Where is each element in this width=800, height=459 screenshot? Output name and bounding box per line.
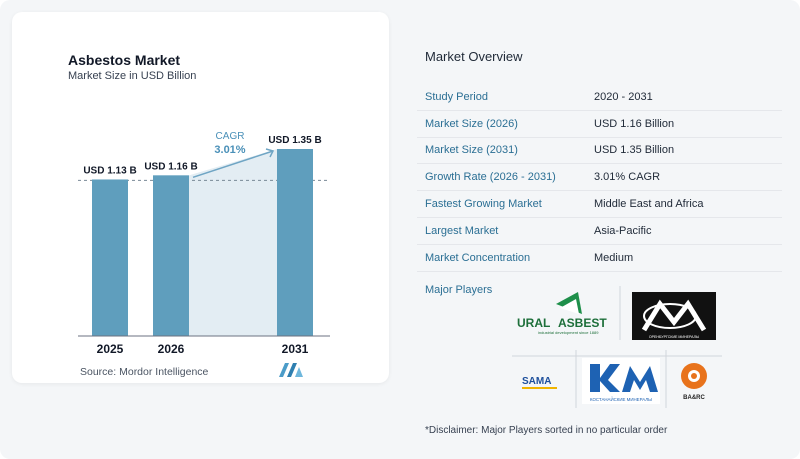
overview-row-value: Medium: [594, 251, 634, 264]
overview-row: Study Period 2020 - 2031: [417, 84, 782, 111]
cagr-label: CAGR: [216, 131, 245, 142]
overview-row-value: 2020 - 2031: [594, 90, 653, 103]
major-players-logos: URAL ASBEST industrial development since…: [512, 286, 722, 408]
market-overview-title: Market Overview: [425, 49, 523, 64]
x-tick-label: 2025: [97, 342, 124, 356]
overview-row-label: Fastest Growing Market: [425, 198, 542, 211]
ural-asbest-logo: URAL ASBEST industrial development since…: [517, 292, 607, 335]
sama-logo: SAMA: [522, 376, 557, 389]
major-players-label: Major Players: [425, 284, 493, 296]
overview-row-value: Middle East and Africa: [594, 198, 704, 211]
market-overview-table: Study Period 2020 - 2031 Market Size (202…: [417, 84, 782, 272]
overview-row: Market Concentration Medium: [417, 245, 782, 272]
overview-row-label: Largest Market: [425, 224, 499, 237]
svg-text:BA&RC: BA&RC: [683, 395, 705, 401]
cagr-value: 3.01%: [214, 144, 245, 156]
mordor-intelligence-logo: [279, 363, 303, 377]
overview-row: Largest Market Asia-Pacific: [417, 218, 782, 245]
cagr-arrow: [192, 148, 275, 179]
growth-band: [189, 149, 277, 336]
bar-2031: [277, 149, 313, 336]
overview-row: Growth Rate (2026 - 2031) 3.01% CAGR: [417, 164, 782, 192]
overview-row-value: 3.01% CAGR: [594, 171, 661, 184]
svg-text:ASBEST: ASBEST: [558, 316, 607, 330]
chart-title: Asbestos Market: [68, 52, 181, 68]
x-tick-label: 2026: [158, 342, 185, 356]
x-tick-label: 2031: [282, 342, 309, 356]
kostanay-minerals-logo: КОСТАНАЙСКИЕ МИНЕРАЛЫ: [582, 358, 660, 404]
overview-row-value: USD 1.16 Billion: [594, 117, 675, 130]
svg-text:industrial development since 1: industrial development since 1889: [538, 330, 599, 335]
svg-text:КОСТАНАЙСКИЕ МИНЕРАЛЫ: КОСТАНАЙСКИЕ МИНЕРАЛЫ: [590, 397, 652, 402]
overview-row-label: Growth Rate (2026 - 2031): [425, 171, 556, 184]
overview-row: Market Size (2031) USD 1.35 Billion: [417, 138, 782, 165]
overview-row-value: USD 1.35 Billion: [594, 144, 675, 157]
overview-row-value: Asia-Pacific: [594, 224, 652, 237]
bar-2026: [153, 175, 189, 336]
bar-data-label: USD 1.13 B: [83, 165, 136, 176]
svg-text:ОРЕНБУРГСКИЕ МИНЕРАЛЫ: ОРЕНБУРГСКИЕ МИНЕРАЛЫ: [649, 335, 699, 339]
svg-text:SAMA: SAMA: [522, 376, 551, 387]
chart-subtitle: Market Size in USD Billion: [68, 70, 197, 82]
disclaimer-text: *Disclaimer: Major Players sorted in no …: [425, 425, 668, 436]
overview-row-label: Study Period: [425, 90, 488, 103]
orenburg-minerals-logo: ОРЕНБУРГСКИЕ МИНЕРАЛЫ: [632, 292, 716, 340]
overview-row-label: Market Concentration: [425, 251, 531, 264]
source-text: Source: Mordor Intelligence: [80, 366, 209, 378]
baarc-logo: BA&RC: [681, 363, 707, 401]
svg-text:URAL: URAL: [517, 316, 550, 330]
bar-data-label: USD 1.16 B: [144, 161, 197, 172]
overview-row-label: Market Size (2026): [425, 117, 518, 130]
bar-data-label: USD 1.35 B: [268, 135, 321, 146]
overview-row-label: Market Size (2031): [425, 144, 518, 157]
bar-2025: [92, 179, 128, 336]
bar-chart: USD 1.13 B 2025 USD 1.16 B 2026 USD 1.35 B 20…: [78, 131, 330, 356]
overview-row: Fastest Growing Market Middle East and Af…: [417, 191, 782, 218]
overview-row: Market Size (2026) USD 1.16 Billion: [417, 111, 782, 138]
